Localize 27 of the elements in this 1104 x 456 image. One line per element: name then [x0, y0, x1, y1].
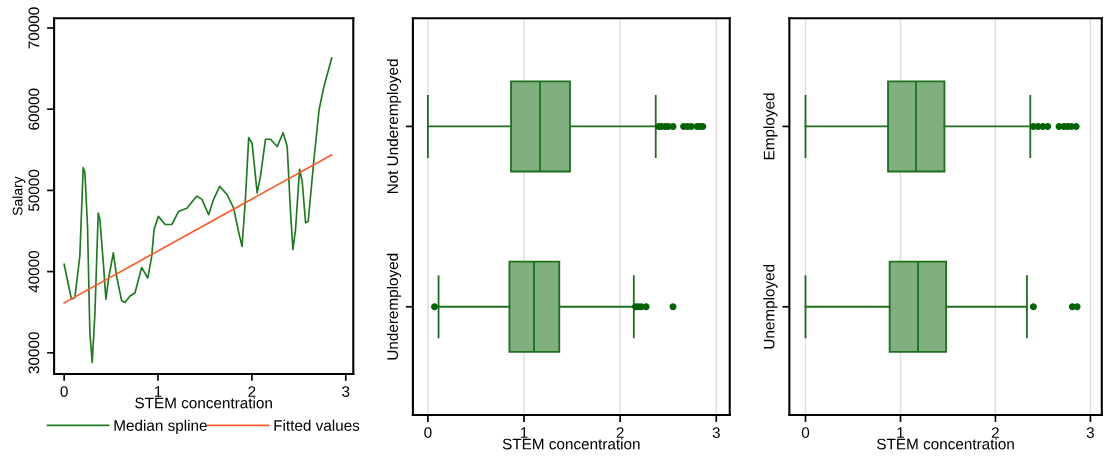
y-tick-label: Not Underemployed	[386, 59, 402, 194]
x-tick-label: 3	[1086, 427, 1094, 438]
x-tick-label: 0	[801, 427, 810, 438]
x-axis-title: STEM concentration	[877, 438, 1014, 450]
x-axis-title: STEM concentration	[502, 438, 640, 450]
x-tick-label: 0	[60, 386, 68, 397]
x-tick-label: 0	[424, 427, 432, 438]
y-tick-label: 70000	[28, 7, 40, 49]
y-axis-title: Salary	[12, 176, 26, 216]
y-tick-label: Employed	[763, 93, 778, 160]
x-axis-title: STEM concentration	[135, 397, 272, 409]
x-tick-label: 1	[520, 427, 528, 438]
y-tick-label: Unemployed	[763, 264, 778, 349]
x-tick-label: 2	[248, 386, 256, 397]
y-tick-label: 60000	[28, 88, 40, 130]
x-tick-label: 3	[342, 386, 350, 397]
y-tick-label: 30000	[28, 332, 40, 374]
x-tick-label: 3	[712, 427, 720, 438]
x-tick-label: 2	[616, 427, 624, 438]
y-tick-label: 40000	[28, 250, 40, 293]
x-tick-label: 2	[991, 427, 999, 438]
y-tick-label: 50000	[28, 169, 40, 212]
legend-label: Fitted values	[274, 419, 360, 431]
y-tick-label: Underemployed	[386, 253, 402, 360]
x-tick-label: 1	[154, 386, 162, 397]
legend-label: Median spline	[114, 419, 207, 434]
x-tick-label: 1	[897, 427, 904, 438]
